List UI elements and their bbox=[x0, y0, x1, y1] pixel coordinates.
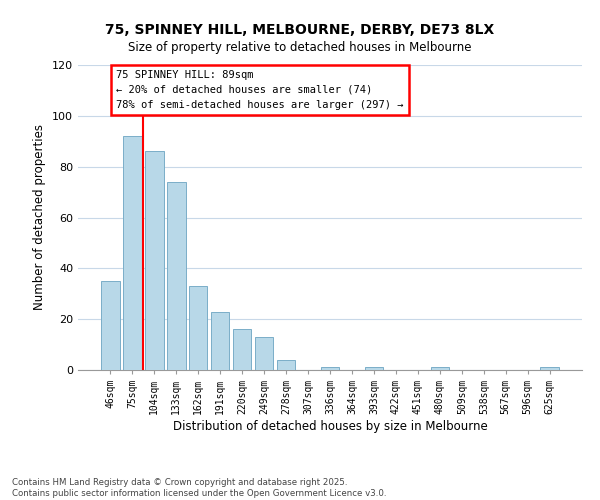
X-axis label: Distribution of detached houses by size in Melbourne: Distribution of detached houses by size … bbox=[173, 420, 487, 433]
Bar bbox=[277, 360, 295, 370]
Text: 75 SPINNEY HILL: 89sqm
← 20% of detached houses are smaller (74)
78% of semi-det: 75 SPINNEY HILL: 89sqm ← 20% of detached… bbox=[116, 70, 404, 110]
Bar bbox=[320, 368, 340, 370]
Bar bbox=[167, 182, 185, 370]
Bar bbox=[145, 152, 164, 370]
Text: 75, SPINNEY HILL, MELBOURNE, DERBY, DE73 8LX: 75, SPINNEY HILL, MELBOURNE, DERBY, DE73… bbox=[106, 22, 494, 36]
Bar bbox=[101, 281, 119, 370]
Bar bbox=[123, 136, 142, 370]
Text: Size of property relative to detached houses in Melbourne: Size of property relative to detached ho… bbox=[128, 41, 472, 54]
Bar bbox=[211, 312, 229, 370]
Bar bbox=[255, 337, 274, 370]
Bar bbox=[233, 330, 251, 370]
Bar bbox=[431, 368, 449, 370]
Bar bbox=[365, 368, 383, 370]
Bar bbox=[541, 368, 559, 370]
Text: Contains HM Land Registry data © Crown copyright and database right 2025.
Contai: Contains HM Land Registry data © Crown c… bbox=[12, 478, 386, 498]
Bar bbox=[189, 286, 208, 370]
Y-axis label: Number of detached properties: Number of detached properties bbox=[34, 124, 46, 310]
